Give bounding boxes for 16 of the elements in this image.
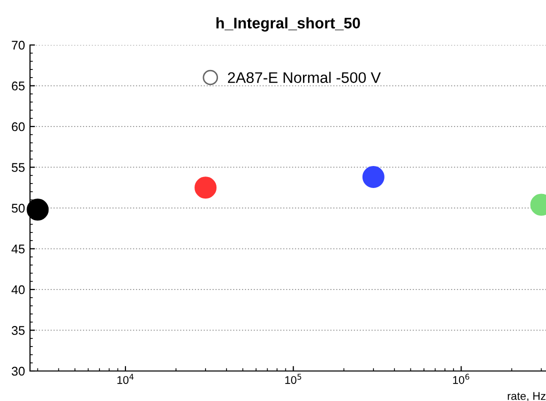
y-tick-label: 60: [12, 122, 25, 132]
y-tick-label: 40: [12, 285, 25, 294]
x-tick-label: 10$^{5}$: [285, 374, 302, 384]
y-tick-label: 50: [12, 204, 25, 213]
x-tick-label: 10$^{4}$: [117, 374, 134, 384]
y-tick-label: 35: [12, 326, 25, 335]
y-tick-label: 65: [12, 82, 25, 90]
x-axis-title: rate, Hz: [508, 392, 546, 401]
y-tick-label: 55: [12, 163, 25, 172]
x-tick-label: 10$^{6}$: [453, 374, 470, 384]
point: [26, 198, 49, 221]
y-tick-label: 45: [12, 244, 25, 254]
legend-label: 2A87-E Normal -500 V: [228, 72, 381, 84]
chart-title: h_Integral_short_50: [216, 17, 360, 32]
y-tick-label: 70: [12, 40, 25, 50]
y-tick-label: 30: [12, 366, 25, 376]
